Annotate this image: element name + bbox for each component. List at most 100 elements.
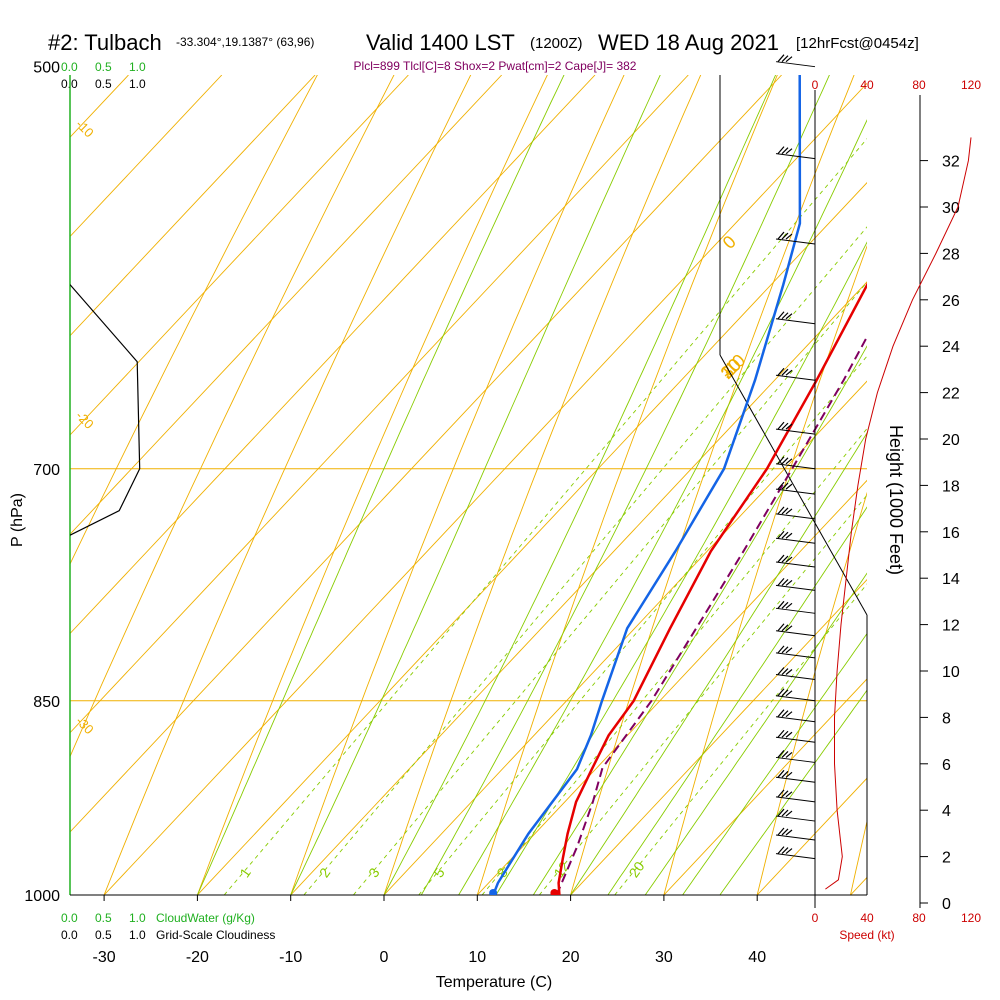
wind-barb-flag bbox=[777, 846, 785, 854]
surface-dewpoint-dot bbox=[489, 889, 498, 895]
speed-tick-top: 120 bbox=[961, 78, 981, 92]
wind-barb-shaft bbox=[775, 374, 816, 381]
wind-barb-flag bbox=[781, 147, 789, 155]
dry-adiabat bbox=[850, 819, 867, 895]
speed-tick-top: 40 bbox=[860, 78, 874, 92]
wind-barb-shaft bbox=[775, 630, 816, 637]
wind-barb-flag bbox=[781, 689, 789, 697]
wind-barb-flag bbox=[785, 711, 793, 718]
wind-barb-flag bbox=[777, 827, 785, 836]
height-tick-label: 26 bbox=[942, 293, 960, 310]
wind-barb-flag bbox=[785, 423, 793, 430]
moist-adiabat bbox=[458, 119, 867, 895]
wind-barb-flag bbox=[785, 483, 793, 490]
zulu-time: (1200Z) bbox=[530, 35, 583, 52]
speed-tick-bottom: 80 bbox=[912, 911, 926, 925]
wind-barb-flag bbox=[785, 602, 793, 609]
mixing-ratio-line bbox=[223, 138, 867, 895]
pressure-tick-label: 850 bbox=[33, 694, 60, 711]
wind-barb-flag bbox=[781, 668, 789, 675]
x-axis-title: Temperature (C) bbox=[436, 974, 552, 991]
wind-barbs bbox=[775, 54, 816, 860]
wind-barb-flag bbox=[777, 667, 785, 675]
chart-series bbox=[70, 75, 867, 895]
moist-adiabat bbox=[570, 432, 867, 895]
wind-barb-flag bbox=[777, 506, 785, 515]
wind-barb-flag bbox=[785, 369, 793, 376]
wind-barb-flag bbox=[781, 368, 789, 376]
wind-barb-shaft bbox=[775, 584, 816, 591]
height-axis-title: Height (1000 Feet) bbox=[886, 425, 906, 575]
surface-temperature-dot bbox=[550, 889, 559, 895]
cloudwater-legend-bottom: 0.0 0.5 1.0 CloudWater (g/Kg) 0.0 0.5 1.… bbox=[61, 911, 275, 942]
wind-barb-flag bbox=[785, 458, 793, 465]
wind-barb-flag bbox=[785, 313, 793, 320]
chart-grid bbox=[70, 75, 867, 895]
wind-barb-flag bbox=[781, 790, 789, 798]
mixing-ratio-line bbox=[481, 427, 867, 895]
wind-barb-flag bbox=[781, 770, 789, 778]
moist-adiabat bbox=[420, 75, 830, 895]
dry-adiabat bbox=[663, 244, 867, 895]
cloudiness-top-2: 1.0 bbox=[129, 77, 146, 91]
isotherm-line bbox=[383, 380, 867, 895]
dry-adiabat bbox=[103, 75, 472, 895]
temperature-tick-label: 0 bbox=[380, 949, 389, 966]
isotherm-line bbox=[103, 82, 867, 895]
moist-adiabat bbox=[532, 345, 867, 895]
temperature-tick-label: 20 bbox=[562, 949, 580, 966]
height-tick-label: 18 bbox=[942, 478, 960, 495]
moist-adiabat bbox=[607, 506, 867, 895]
wind-barb-flag bbox=[781, 646, 789, 654]
left-isotherm-label: -30 bbox=[73, 713, 97, 737]
cloudiness-bottom-1: 0.5 bbox=[95, 928, 112, 942]
stability-indices: Plcl=899 Tlcl[C]=8 Shox=2 Pwat[cm]=2 Cap… bbox=[354, 59, 637, 73]
height-speed-panel: 0040408080120120024681012141618202224262… bbox=[812, 78, 982, 925]
wind-barb-flag bbox=[777, 688, 785, 697]
height-tick-label: 2 bbox=[942, 850, 951, 867]
wind-barb-flag bbox=[781, 555, 789, 563]
wind-barb-shaft bbox=[775, 674, 816, 681]
height-tick-label: 24 bbox=[942, 339, 960, 356]
wind-barb-flag bbox=[785, 791, 793, 798]
wind-barb-shaft bbox=[775, 796, 816, 803]
wind-barb-flag bbox=[781, 55, 789, 63]
height-tick-label: 10 bbox=[942, 664, 960, 681]
wind-barb-shaft bbox=[775, 463, 816, 470]
isotherm-line bbox=[70, 75, 129, 138]
mixing-ratio-label: 20 bbox=[625, 858, 647, 880]
wind-barb-flag bbox=[781, 809, 789, 817]
cloudiness-bottom-2: 1.0 bbox=[129, 928, 146, 942]
pressure-tick-label: 500 bbox=[33, 60, 60, 77]
wind-barb-shaft bbox=[775, 815, 816, 822]
height-tick-label: 12 bbox=[942, 618, 960, 635]
wind-barb-flag bbox=[785, 625, 793, 632]
mixing-ratio-label: 2 bbox=[316, 865, 334, 881]
height-tick-label: 6 bbox=[942, 757, 951, 774]
speed-tick-top: 80 bbox=[912, 78, 926, 92]
wind-barb-flag bbox=[777, 421, 785, 430]
speed-profile bbox=[825, 137, 972, 890]
cloudwater-label: CloudWater (g/Kg) bbox=[156, 911, 255, 925]
isotherm-line bbox=[70, 75, 223, 238]
cloudiness-top-1: 0.5 bbox=[95, 77, 112, 91]
wind-barb-flag bbox=[785, 731, 793, 738]
wind-barb-flag bbox=[777, 645, 785, 654]
mixing-ratio-label: 5 bbox=[430, 865, 448, 881]
mixing-ratio-label: 3 bbox=[365, 865, 383, 881]
wind-barb-flag bbox=[781, 457, 789, 465]
mixing-ratio-line bbox=[353, 281, 867, 895]
right-border-slant bbox=[719, 354, 868, 616]
temperature-tick-label: 30 bbox=[655, 949, 673, 966]
height-tick-label: 20 bbox=[942, 432, 960, 449]
wind-barb-flag bbox=[781, 531, 789, 539]
isotherm-line bbox=[70, 75, 503, 535]
moist-adiabat bbox=[290, 75, 661, 895]
forecast-info: [12hrFcst@0454z] bbox=[796, 35, 919, 52]
wind-barb-flag bbox=[777, 54, 785, 63]
wind-barb-flag bbox=[781, 312, 789, 320]
dry-adiabat bbox=[570, 75, 855, 895]
temperature-tick-label: 40 bbox=[748, 949, 766, 966]
moist-adiabat bbox=[644, 572, 867, 895]
